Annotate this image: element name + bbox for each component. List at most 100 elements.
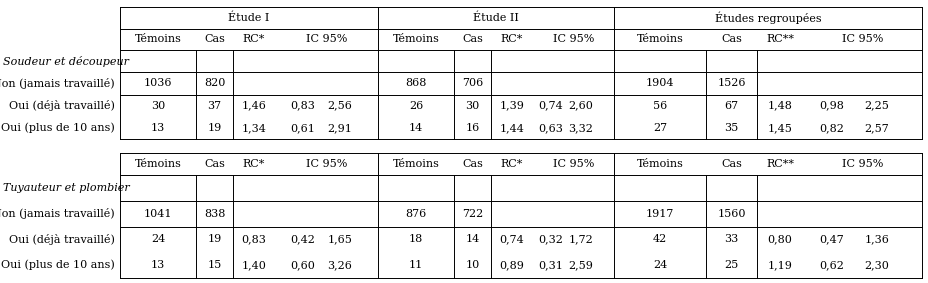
Text: 0,74: 0,74 [538,101,562,111]
Text: 2,91: 2,91 [328,123,352,133]
Text: 0,83: 0,83 [290,101,316,111]
Text: 16: 16 [465,123,479,133]
Text: 13: 13 [150,123,165,133]
Text: Témoins: Témoins [393,35,439,44]
Text: RC*: RC* [500,159,522,169]
Text: 0,60: 0,60 [290,260,316,270]
Text: Cas: Cas [204,35,225,44]
Text: 722: 722 [461,209,483,219]
Text: 35: 35 [724,123,738,133]
Text: Non (jamais travaillé): Non (jamais travaillé) [0,208,115,219]
Text: 0,82: 0,82 [818,123,844,133]
Text: Oui (plus de 10 ans): Oui (plus de 10 ans) [1,123,115,133]
Text: RC*: RC* [242,159,264,169]
Text: Témoins: Témoins [636,159,683,169]
Text: 24: 24 [150,234,165,245]
Text: Témoins: Témoins [135,35,181,44]
Text: 30: 30 [150,101,165,111]
Text: 24: 24 [652,260,666,270]
Text: 2,57: 2,57 [864,123,888,133]
Text: Oui (plus de 10 ans): Oui (plus de 10 ans) [1,260,115,270]
Text: 0,61: 0,61 [290,123,316,133]
Text: RC*: RC* [242,35,264,44]
Text: Oui (déjà travaillé): Oui (déjà travaillé) [9,100,115,111]
Text: 1,40: 1,40 [241,260,266,270]
Text: 1560: 1560 [716,209,745,219]
Text: 1,72: 1,72 [568,234,593,245]
Text: 14: 14 [465,234,479,245]
Text: 3,26: 3,26 [328,260,352,270]
Text: IC 95%: IC 95% [552,35,594,44]
Text: IC 95%: IC 95% [841,159,883,169]
Text: 868: 868 [405,78,426,88]
Text: 0,63: 0,63 [538,123,562,133]
Text: 2,56: 2,56 [328,101,352,111]
Text: RC*: RC* [500,35,522,44]
Text: 0,83: 0,83 [241,234,266,245]
Text: Non (jamais travaillé): Non (jamais travaillé) [0,78,115,89]
Text: 0,98: 0,98 [818,101,844,111]
Text: Cas: Cas [461,159,483,169]
Text: 2,59: 2,59 [568,260,593,270]
Text: 1526: 1526 [716,78,745,88]
Text: 0,32: 0,32 [538,234,562,245]
Text: Cas: Cas [461,35,483,44]
Text: 876: 876 [405,209,426,219]
Text: 2,60: 2,60 [568,101,593,111]
Text: Cas: Cas [720,159,741,169]
Text: 33: 33 [724,234,738,245]
Text: Étude II: Étude II [472,13,519,23]
Text: 0,89: 0,89 [499,260,524,270]
Text: Oui (déjà travaillé): Oui (déjà travaillé) [9,234,115,245]
Text: 0,74: 0,74 [499,234,523,245]
Text: 37: 37 [207,101,221,111]
Text: 1,65: 1,65 [328,234,352,245]
Text: 1041: 1041 [144,209,172,219]
Text: 0,42: 0,42 [290,234,316,245]
Text: 26: 26 [408,101,422,111]
Text: 27: 27 [652,123,666,133]
Text: 18: 18 [408,234,422,245]
Text: 1,34: 1,34 [241,123,266,133]
Text: 0,31: 0,31 [538,260,562,270]
Text: 19: 19 [207,234,222,245]
Text: 1917: 1917 [645,209,674,219]
Text: 1036: 1036 [144,78,172,88]
Text: 42: 42 [652,234,666,245]
Text: 820: 820 [203,78,225,88]
Text: 2,30: 2,30 [864,260,888,270]
Text: 1,19: 1,19 [767,260,792,270]
Text: IC 95%: IC 95% [305,35,347,44]
Text: Témoins: Témoins [393,159,439,169]
Text: 1,48: 1,48 [767,101,792,111]
Text: Tuyauteur et plombier: Tuyauteur et plombier [3,183,130,193]
Text: 2,25: 2,25 [864,101,888,111]
Text: 1904: 1904 [645,78,674,88]
Text: 30: 30 [465,101,479,111]
Text: 25: 25 [724,260,738,270]
Text: 11: 11 [408,260,422,270]
Text: 10: 10 [465,260,479,270]
Text: 13: 13 [150,260,165,270]
Text: Étude I: Étude I [228,13,269,23]
Text: Cas: Cas [720,35,741,44]
Text: RC**: RC** [766,35,793,44]
Text: RC**: RC** [766,159,793,169]
Text: 1,44: 1,44 [499,123,524,133]
Text: Études regroupées: Études regroupées [714,12,820,24]
Text: IC 95%: IC 95% [552,159,594,169]
Text: 14: 14 [408,123,422,133]
Text: 1,45: 1,45 [767,123,792,133]
Text: 3,32: 3,32 [568,123,593,133]
Text: Témoins: Témoins [135,159,181,169]
Text: 1,39: 1,39 [499,101,524,111]
Text: 67: 67 [724,101,738,111]
Text: Soudeur et découpeur: Soudeur et découpeur [3,56,129,67]
Text: 1,46: 1,46 [241,101,266,111]
Text: 0,62: 0,62 [818,260,844,270]
Text: IC 95%: IC 95% [305,159,347,169]
Text: 15: 15 [207,260,222,270]
Text: 0,80: 0,80 [767,234,792,245]
Text: 706: 706 [461,78,483,88]
Text: 838: 838 [203,209,225,219]
